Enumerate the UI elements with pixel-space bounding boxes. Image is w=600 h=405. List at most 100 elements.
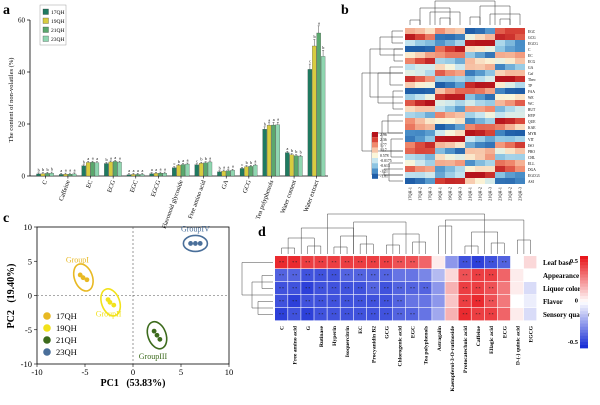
- y-tick-label: 5: [28, 256, 32, 266]
- correlation-cell: [406, 269, 419, 282]
- heatmap-cell: [505, 166, 515, 172]
- correlation-cell: [445, 269, 458, 282]
- legend-value: 2.96: [380, 133, 387, 137]
- correlation-cell: [432, 295, 445, 308]
- heatmap-cell: [405, 160, 415, 166]
- panel-c: c -10 -5 0 5 10 -10 -5 0 5 10 GroupI GroupII GroupII…: [3, 211, 233, 389]
- heatmap-cell: [475, 130, 485, 136]
- heatmap-cell: [485, 76, 495, 82]
- legend-color-step: [372, 152, 378, 158]
- heatmap-cell: [485, 148, 495, 154]
- data-point-23QH: [188, 241, 194, 246]
- colorbar-step: [580, 259, 588, 263]
- heatmap-cell: [425, 136, 435, 142]
- heatmap-cell: [515, 178, 525, 184]
- significance-letter: a: [223, 165, 225, 170]
- heatmap-cell: [445, 34, 455, 40]
- significance-mark: * *: [371, 286, 376, 291]
- colorbar-step: [580, 311, 588, 315]
- heatmap-cell: [435, 124, 445, 130]
- heatmap-cell: [495, 64, 505, 70]
- heatmap-cell: [425, 28, 435, 34]
- heatmap-cell: [435, 178, 445, 184]
- significance-letter: a: [110, 155, 112, 160]
- heatmap-cell: [415, 46, 425, 52]
- heatmap-cell: [455, 58, 465, 64]
- heatmap-cell: [465, 94, 475, 100]
- correlation-cell: [301, 308, 314, 321]
- heatmap-cell: [485, 58, 495, 64]
- correlation-cell: [510, 256, 524, 269]
- legend-color-step: [372, 163, 378, 169]
- heatmap-cell: [475, 82, 485, 88]
- significance-letter: a: [287, 146, 289, 151]
- panel-label-d: d: [258, 225, 266, 240]
- significance-letter: a: [228, 164, 230, 169]
- panel-label-b: b: [341, 3, 349, 18]
- heatmap-cell: [495, 100, 505, 106]
- heatmap-cell: [435, 46, 445, 52]
- legend-swatch-17QH: [42, 8, 49, 15]
- column-label: 19QH-3: [458, 187, 463, 201]
- heatmap-cell: [495, 178, 505, 184]
- legend-marker-19QH: [43, 324, 51, 332]
- heatmap-cell: [475, 100, 485, 106]
- heatmap-cell: [435, 82, 445, 88]
- heatmap-cell: [435, 130, 445, 136]
- legend-value: -0.613: [380, 164, 390, 168]
- bar-23QH: [49, 173, 54, 177]
- heatmap-cell: [515, 34, 525, 40]
- heatmap-cell: [455, 136, 465, 142]
- legend-color-step: [372, 142, 378, 148]
- colorbar-tick-label: -0.5: [568, 339, 579, 346]
- row-label: Flavor: [543, 298, 563, 306]
- legend-label-19QH: 19QH: [56, 323, 77, 333]
- bar-21QH: [113, 161, 118, 177]
- significance-mark: * *: [331, 273, 336, 278]
- significance-mark: * *: [423, 286, 428, 291]
- legend-swatch-19QH: [42, 17, 49, 24]
- significance-letter: b: [178, 159, 180, 164]
- y-tick-label: 20: [18, 121, 26, 129]
- column-dendrogram-branch: [439, 17, 451, 25]
- group-label: GroupIII: [139, 352, 168, 361]
- x-tick-label: GCG: [242, 179, 253, 194]
- heatmap-cell: [445, 100, 455, 106]
- correlation-cell: [510, 308, 524, 321]
- column-label: 23QH-3: [518, 187, 523, 201]
- x-tick-label: EGCG: [150, 179, 163, 198]
- column-dendrogram-branch: [429, 11, 461, 25]
- panel-b: b EGC GCG EGCG C EC ECG GA Caf Theo TP FAA WE WC RUT H…: [341, 0, 540, 201]
- significance-letter: b: [291, 148, 293, 153]
- significance-letter: a: [92, 156, 94, 161]
- significance-mark: * *: [410, 260, 415, 265]
- significance-mark: * *: [318, 312, 323, 317]
- x-tick-label: 10: [225, 367, 234, 377]
- row-label: Liquor color: [543, 285, 581, 293]
- correlation-cell: [275, 295, 288, 308]
- correlation-cell: [379, 295, 393, 308]
- bar-17QH: [307, 69, 313, 177]
- heatmap-cell: [405, 178, 415, 184]
- heatmap-cell: [495, 142, 505, 148]
- correlation-cell: [340, 295, 353, 308]
- correlation-cell: [340, 256, 353, 269]
- correlation-cell: [419, 282, 432, 295]
- legend-value: 2.36: [380, 138, 387, 142]
- heatmap-cell: [415, 136, 425, 142]
- bar-21QH: [135, 174, 140, 177]
- legend-value: -0.0175: [380, 159, 392, 163]
- heatmap-cell: [415, 94, 425, 100]
- heatmap-cell: [415, 148, 425, 154]
- heatmap-cell: [495, 118, 505, 124]
- significance-letter: b: [250, 160, 252, 165]
- heatmap-cell: [465, 64, 475, 70]
- heatmap-cell: [515, 130, 525, 136]
- heatmap-cell: [495, 106, 505, 112]
- heatmap-cell: [465, 76, 475, 82]
- heatmap-cell: [455, 112, 465, 118]
- row-dendrogram-branch: [377, 72, 403, 104]
- column-dendrogram-branch: [469, 16, 481, 25]
- heatmap-cell: [495, 148, 505, 154]
- column-dendrogram-branch: [409, 19, 421, 25]
